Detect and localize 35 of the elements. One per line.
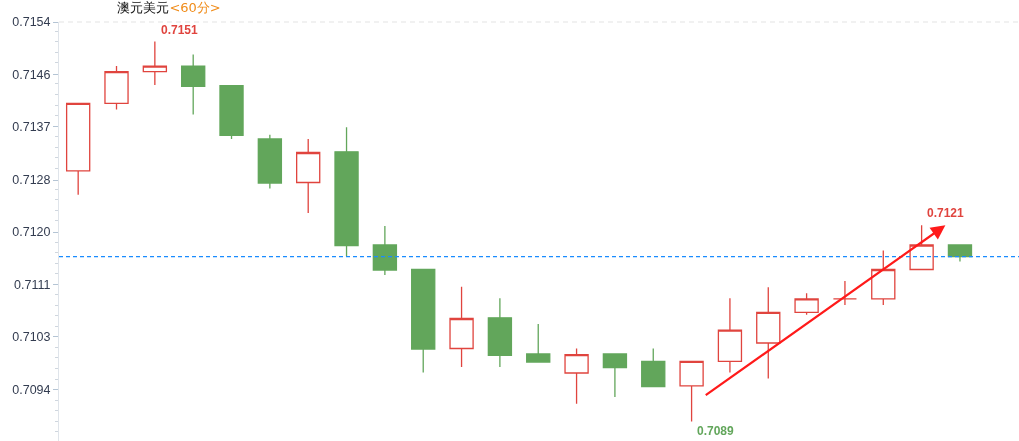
candlestick [142, 40, 168, 86]
candlestick [679, 360, 704, 423]
y-tick-label: 0.7146 [12, 68, 51, 83]
candlestick [717, 297, 743, 374]
y-tick-label: 0.7137 [12, 120, 51, 135]
candlestick [526, 323, 551, 363]
candlestick [564, 347, 589, 405]
y-tick-label: 0.7154 [12, 15, 51, 30]
candlestick [641, 347, 666, 388]
candlestick [411, 268, 436, 374]
candlestick [219, 85, 244, 140]
annotation: 0.7121 [927, 206, 965, 220]
candlestick [602, 353, 628, 398]
y-tick-label: 0.7111 [14, 278, 51, 293]
candlestick [449, 285, 474, 368]
candlestick [334, 126, 359, 257]
candlestick [947, 244, 973, 263]
candlestick [372, 225, 398, 276]
y-tick-label: 0.7103 [12, 330, 51, 345]
candlestick [257, 134, 283, 190]
candlestick [756, 286, 781, 380]
y-tick-label: 0.7128 [12, 173, 51, 188]
candlestick [794, 292, 819, 316]
candlestick [296, 138, 321, 214]
candlestick [65, 102, 91, 196]
annotation: 0.7151 [161, 23, 199, 37]
chart-subtitle: <60分> [169, 0, 221, 16]
candlestick [871, 249, 896, 306]
candlestick [104, 65, 129, 111]
y-tick-label: 0.7094 [12, 382, 51, 397]
candlestick [487, 297, 513, 368]
annotation: 0.7089 [697, 424, 735, 438]
candlestick [832, 280, 858, 306]
candlestick [181, 53, 206, 116]
y-tick-label: 0.7120 [12, 225, 51, 240]
